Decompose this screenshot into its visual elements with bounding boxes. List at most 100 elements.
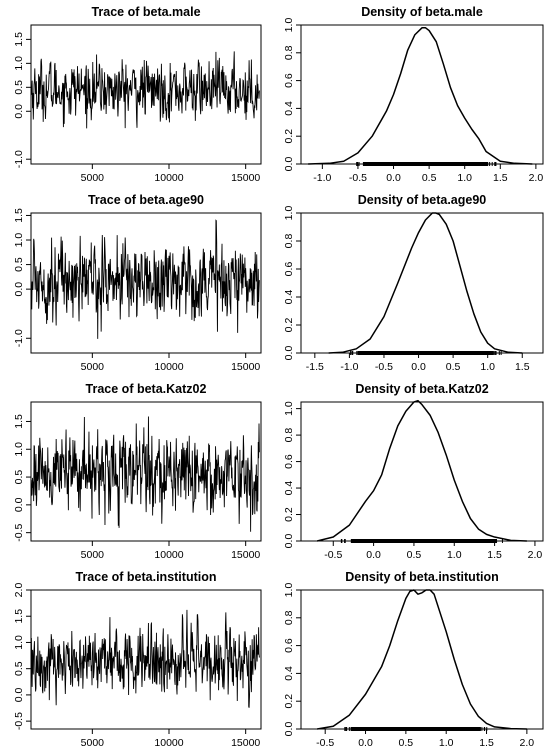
y-tick-label: 0.2 (283, 129, 295, 144)
y-tick-label: 0.0 (13, 687, 25, 702)
trace-katz02-series-line (30, 416, 260, 532)
y-tick-label: -1.0 (13, 329, 25, 347)
density-age90-rug (350, 351, 502, 355)
x-tick-label: 5000 (81, 549, 105, 561)
x-tick-label: 1.0 (439, 737, 454, 749)
y-tick-label: 1.0 (13, 56, 25, 71)
y-tick-label: 1.5 (13, 208, 25, 223)
y-tick-label: 0.0 (283, 534, 295, 549)
rug-dense-band (351, 727, 481, 731)
density-male-frame (300, 24, 544, 165)
y-tick-label: 2.0 (13, 583, 25, 598)
trace-institution-title: Trace of beta.institution (76, 570, 217, 584)
y-tick-label: 0.5 (13, 470, 25, 485)
density-katz02-title: Density of beta.Katz02 (355, 382, 488, 396)
y-tick-label: 0.4 (283, 666, 295, 681)
y-tick-label: 1.5 (13, 609, 25, 624)
x-tick-label: 15000 (231, 172, 260, 184)
x-tick-label: 1.5 (515, 361, 530, 373)
rug-dense-band (357, 351, 494, 355)
x-tick-label: -0.5 (316, 737, 334, 749)
trace-katz02-panel: Trace of beta.Katz02 5000 10000 15000 -0.5 0.… (13, 382, 262, 561)
x-tick-label: -0.5 (324, 549, 342, 561)
x-tick-label: 2.0 (528, 549, 543, 561)
y-tick-label: 1.0 (13, 233, 25, 248)
x-tick-label: 1.0 (457, 172, 472, 184)
x-tick-label: 2.0 (520, 737, 535, 749)
y-tick-label: 1.0 (13, 442, 25, 457)
density-institution-panel: Density of beta.institution -0.5 0.0 0.5 1.0… (283, 570, 544, 749)
y-tick-label: 0.2 (283, 318, 295, 333)
y-tick-label: 0.2 (283, 507, 295, 522)
density-institution-rug (344, 727, 488, 731)
y-tick-label: 0.5 (13, 257, 25, 272)
y-tick-label: 0.8 (283, 428, 295, 443)
rug-dense-band (351, 539, 498, 543)
density-katz02-rug (340, 539, 503, 543)
y-tick-label: 0.6 (283, 638, 295, 653)
x-tick-label: 0.0 (366, 549, 381, 561)
density-age90-density-line (328, 212, 523, 354)
trace-institution-series-line (30, 609, 260, 708)
y-tick-label: -1.0 (13, 150, 25, 168)
rug-dense-band (362, 162, 489, 166)
x-tick-label: 10000 (154, 549, 183, 561)
x-tick-label: 10000 (154, 172, 183, 184)
y-tick-label: 0.0 (13, 104, 25, 119)
x-tick-label: 15000 (231, 361, 260, 373)
y-tick-label: 1.0 (283, 206, 295, 221)
density-male-title: Density of beta.male (361, 5, 483, 19)
density-katz02-frame (300, 401, 544, 542)
x-tick-label: 5000 (81, 361, 105, 373)
y-tick-label: 0.6 (283, 73, 295, 88)
trace-male-title: Trace of beta.male (91, 5, 200, 19)
y-tick-label: 0.6 (283, 454, 295, 469)
density-male-panel: Density of beta.male -1.0 -0.5 0.0 0.5 1.0 1.5… (283, 5, 544, 184)
trace-male-panel: Trace of beta.male 5000 10000 15000 -1.0 0.0 0… (13, 5, 262, 184)
trace-age90-panel: Trace of beta.age90 5000 10000 15000 -1.0 0.0… (13, 193, 262, 373)
y-tick-label: 0.0 (283, 722, 295, 737)
y-tick-label: -0.5 (13, 523, 25, 541)
y-tick-label: 0.2 (283, 694, 295, 709)
y-tick-label: 0.5 (13, 80, 25, 95)
x-tick-label: -0.5 (349, 172, 367, 184)
x-tick-label: 15000 (231, 737, 260, 749)
y-tick-label: 1.5 (13, 32, 25, 47)
trace-institution-frame (30, 589, 262, 730)
density-age90-panel: Density of beta.age90 -1.5 -1.0 -0.5 0.0 0.5 1… (283, 193, 544, 373)
y-tick-label: 0.4 (283, 481, 295, 496)
y-tick-label: 1.0 (283, 583, 295, 598)
y-tick-label: 0.8 (283, 610, 295, 625)
x-tick-label: 1.5 (479, 737, 494, 749)
density-male-density-line (308, 27, 533, 165)
x-tick-label: 0.0 (386, 172, 401, 184)
trace-age90-series-line (30, 219, 260, 339)
trace-male-series-line (30, 51, 260, 129)
density-institution-density-line (317, 589, 527, 730)
x-tick-label: 0.0 (358, 737, 373, 749)
x-tick-label: 0.0 (411, 361, 426, 373)
y-tick-label: 0.0 (283, 346, 295, 361)
x-tick-label: -1.0 (340, 361, 358, 373)
y-tick-label: 1.0 (283, 401, 295, 416)
trace-age90-title: Trace of beta.age90 (88, 193, 204, 207)
density-age90-frame (300, 212, 544, 354)
x-tick-label: 10000 (154, 737, 183, 749)
density-katz02-panel: Density of beta.Katz02 -0.5 0.0 0.5 1.0 1.5 2.… (283, 382, 544, 561)
x-tick-label: 1.5 (493, 172, 508, 184)
x-tick-label: 1.0 (480, 361, 495, 373)
x-tick-label: 5000 (81, 172, 105, 184)
trace-institution-panel: Trace of beta.institution 5000 10000 15000 -… (13, 570, 262, 749)
x-tick-label: 1.5 (487, 549, 502, 561)
y-tick-label: 0.8 (283, 45, 295, 60)
density-institution-frame (300, 589, 544, 730)
x-tick-label: 10000 (154, 361, 183, 373)
x-tick-label: -1.5 (306, 361, 324, 373)
x-tick-label: 1.0 (447, 549, 462, 561)
y-tick-label: 0.5 (13, 661, 25, 676)
y-tick-label: 0.0 (13, 282, 25, 297)
y-tick-label: 0.4 (283, 290, 295, 305)
density-katz02-density-line (316, 399, 527, 542)
x-tick-label: 0.5 (407, 549, 422, 561)
